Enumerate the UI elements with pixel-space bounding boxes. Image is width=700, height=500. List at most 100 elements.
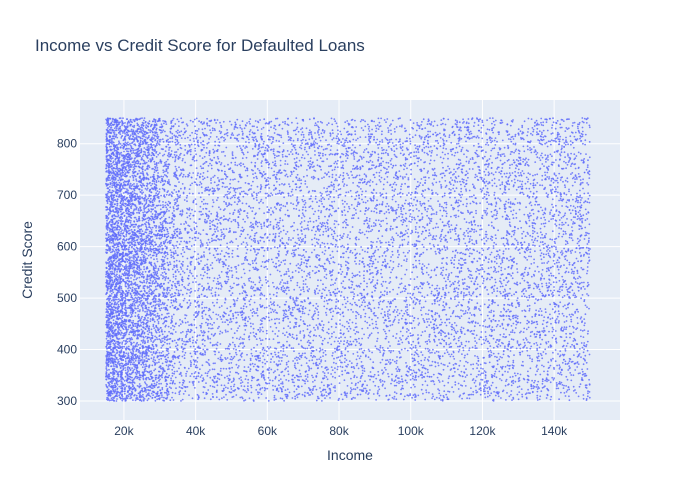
scatter-point bbox=[189, 375, 192, 377]
scatter-point bbox=[173, 370, 176, 373]
scatter-point bbox=[304, 395, 306, 398]
scatter-point bbox=[420, 137, 423, 140]
scatter-point bbox=[486, 187, 489, 190]
scatter-point bbox=[175, 244, 178, 247]
scatter-point bbox=[568, 388, 571, 391]
scatter-point bbox=[291, 336, 294, 338]
scatter-point bbox=[195, 364, 198, 367]
scatter-point bbox=[109, 337, 112, 340]
scatter-point bbox=[270, 311, 272, 314]
scatter-point bbox=[120, 287, 123, 290]
scatter-point bbox=[125, 352, 128, 355]
scatter-point bbox=[395, 144, 397, 146]
scatter-point bbox=[462, 294, 465, 297]
scatter-point bbox=[550, 283, 552, 286]
scatter-point bbox=[140, 321, 143, 324]
scatter-point bbox=[497, 253, 500, 256]
scatter-point bbox=[266, 236, 269, 239]
scatter-point bbox=[142, 128, 145, 130]
scatter-point bbox=[342, 315, 345, 318]
scatter-point bbox=[253, 217, 256, 220]
scatter-point bbox=[237, 327, 240, 329]
scatter-point bbox=[439, 156, 442, 159]
scatter-point bbox=[307, 221, 310, 223]
scatter-point bbox=[158, 139, 161, 141]
scatter-point bbox=[132, 147, 134, 150]
scatter-point bbox=[420, 233, 423, 235]
scatter-point bbox=[164, 170, 166, 173]
scatter-point bbox=[363, 277, 365, 280]
scatter-point bbox=[185, 292, 188, 295]
scatter-point bbox=[410, 162, 413, 165]
scatter-point bbox=[372, 285, 375, 288]
scatter-point bbox=[130, 361, 133, 364]
scatter-point bbox=[202, 266, 205, 269]
scatter-point bbox=[534, 184, 537, 187]
scatter-point bbox=[483, 170, 486, 173]
scatter-point bbox=[247, 385, 249, 388]
scatter-point bbox=[439, 209, 442, 212]
scatter-point bbox=[377, 370, 380, 373]
scatter-point bbox=[452, 355, 455, 358]
scatter-point bbox=[533, 125, 536, 127]
scatter-point bbox=[447, 157, 449, 160]
scatter-point bbox=[424, 330, 426, 333]
scatter-point bbox=[280, 350, 282, 352]
scatter-point bbox=[120, 230, 122, 233]
scatter-point bbox=[338, 348, 341, 351]
scatter-point bbox=[482, 157, 484, 160]
scatter-point bbox=[198, 192, 200, 195]
scatter-point bbox=[533, 262, 535, 264]
scatter-point bbox=[389, 324, 392, 327]
scatter-point bbox=[360, 316, 362, 319]
scatter-point bbox=[160, 267, 163, 270]
scatter-point bbox=[282, 354, 284, 356]
scatter-point bbox=[114, 252, 116, 255]
scatter-point bbox=[460, 332, 463, 334]
scatter-point bbox=[129, 287, 132, 290]
scatter-point bbox=[549, 211, 551, 214]
scatter-point bbox=[244, 399, 247, 401]
scatter-point bbox=[343, 325, 346, 328]
scatter-point bbox=[413, 288, 416, 291]
scatter-point bbox=[390, 271, 392, 274]
scatter-point bbox=[152, 271, 155, 274]
scatter-point bbox=[361, 178, 364, 180]
scatter-point bbox=[150, 191, 153, 194]
scatter-point bbox=[391, 198, 394, 201]
scatter-point bbox=[231, 169, 234, 172]
scatter-point bbox=[272, 161, 274, 164]
scatter-point bbox=[326, 257, 329, 260]
scatter-point bbox=[443, 296, 446, 299]
scatter-point bbox=[489, 345, 492, 347]
scatter-point bbox=[285, 300, 288, 303]
scatter-point bbox=[333, 223, 336, 225]
scatter-point bbox=[435, 396, 438, 399]
scatter-point bbox=[282, 205, 285, 207]
scatter-point bbox=[135, 218, 138, 221]
scatter-point bbox=[482, 277, 485, 280]
scatter-point bbox=[228, 255, 231, 258]
scatter-point bbox=[495, 295, 498, 297]
scatter-point bbox=[125, 362, 127, 365]
scatter-point bbox=[406, 232, 409, 235]
scatter-point bbox=[370, 167, 373, 170]
scatter-point bbox=[204, 351, 207, 354]
scatter-point bbox=[137, 358, 140, 360]
scatter-point bbox=[210, 333, 213, 336]
scatter-point bbox=[565, 320, 568, 322]
scatter-point bbox=[219, 315, 222, 318]
scatter-point bbox=[259, 200, 262, 203]
scatter-point bbox=[237, 311, 239, 314]
scatter-point bbox=[280, 382, 282, 385]
scatter-point bbox=[232, 317, 235, 320]
scatter-point bbox=[217, 314, 220, 316]
scatter-point bbox=[226, 357, 229, 359]
scatter-point bbox=[131, 174, 134, 177]
scatter-point bbox=[280, 288, 283, 291]
scatter-point bbox=[343, 206, 346, 208]
scatter-point bbox=[171, 324, 174, 327]
scatter-point bbox=[172, 399, 175, 401]
scatter-point bbox=[241, 202, 244, 205]
scatter-point bbox=[334, 160, 337, 163]
